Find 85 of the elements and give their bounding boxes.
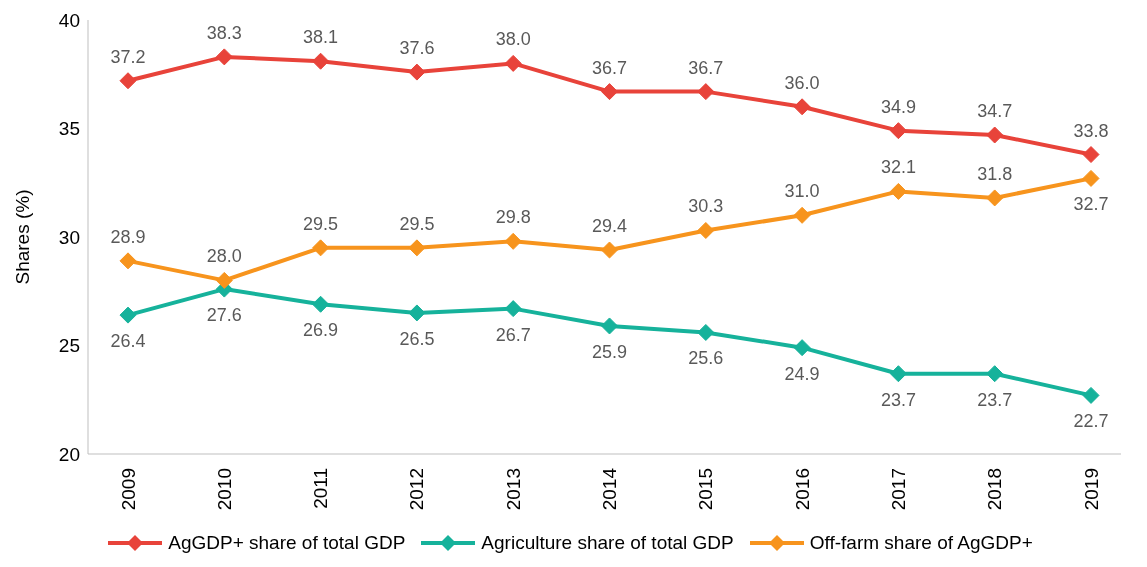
y-tick-label: 25	[58, 335, 80, 357]
point	[601, 317, 618, 335]
data-label: 28.9	[110, 226, 146, 247]
legend-label: Off-farm share of AgGDP+	[809, 532, 1033, 554]
point	[119, 72, 137, 90]
data-label: 26.9	[303, 320, 339, 341]
y-tick-label: 30	[58, 226, 80, 248]
data-label: 32.1	[880, 157, 916, 178]
point	[986, 126, 1004, 144]
point	[119, 252, 137, 270]
data-label: 28.0	[206, 246, 242, 267]
y-tick-label: 40	[58, 9, 80, 31]
data-label: 34.7	[977, 101, 1013, 122]
x-tick-label: 2015	[695, 468, 717, 511]
point	[1082, 146, 1100, 164]
point	[312, 295, 330, 313]
data-label: 36.0	[784, 72, 820, 93]
point	[697, 323, 715, 341]
point	[601, 83, 618, 101]
data-label: 38.0	[495, 29, 531, 50]
x-tick-label: 2017	[887, 468, 909, 511]
x-tick-label: 2010	[213, 468, 235, 511]
x-tick-label: 2016	[791, 468, 813, 511]
data-label: 37.6	[399, 38, 435, 59]
data-label: 25.9	[591, 341, 628, 362]
point	[697, 83, 715, 101]
y-axis-title: Shares (%)	[11, 189, 33, 285]
data-label: 34.9	[880, 96, 916, 117]
y-tick-label: 35	[58, 118, 80, 140]
point	[889, 182, 907, 200]
point	[408, 304, 426, 322]
x-tick-label: 2011	[310, 468, 332, 509]
point	[215, 271, 233, 289]
data-label: 30.3	[688, 196, 724, 217]
x-tick-label: 2009	[117, 468, 139, 511]
data-label: 38.1	[303, 27, 339, 48]
point	[504, 54, 522, 72]
data-label: 29.5	[399, 213, 435, 234]
point	[312, 239, 330, 257]
point	[312, 52, 330, 70]
point	[986, 189, 1004, 207]
point	[408, 239, 426, 257]
point	[1082, 386, 1100, 404]
point	[504, 300, 522, 318]
data-label: 38.3	[206, 22, 242, 43]
x-tick-label: 2019	[1080, 468, 1102, 511]
data-label: 29.4	[591, 216, 628, 237]
point	[408, 63, 426, 81]
data-label: 36.7	[591, 57, 628, 78]
point	[793, 98, 811, 116]
x-tick-label: 2013	[502, 468, 524, 511]
data-label: 25.6	[688, 348, 724, 369]
point	[504, 232, 522, 250]
point	[215, 48, 233, 66]
data-label: 31.8	[977, 163, 1013, 184]
data-label: 33.8	[1073, 120, 1109, 141]
x-tick-label: 2012	[406, 468, 428, 511]
data-label: 26.5	[399, 328, 435, 349]
point	[889, 365, 907, 383]
data-label: 29.5	[303, 213, 339, 234]
point	[986, 365, 1004, 383]
data-label: 23.7	[880, 389, 916, 410]
point	[601, 241, 618, 259]
data-label: 31.0	[784, 181, 820, 202]
data-label: 26.7	[495, 324, 531, 345]
data-label: 24.9	[784, 363, 820, 384]
legend-label: Agriculture share of total GDP	[481, 532, 734, 554]
y-tick-label: 20	[58, 443, 80, 465]
data-label: 26.4	[110, 331, 146, 352]
data-label: 29.8	[495, 207, 531, 228]
data-label: 27.6	[206, 305, 242, 326]
data-label: 37.2	[110, 46, 146, 67]
point	[1082, 169, 1100, 187]
point	[889, 122, 907, 140]
point	[793, 206, 811, 224]
point	[119, 306, 137, 324]
data-label: 36.7	[688, 57, 724, 78]
point	[793, 339, 811, 357]
data-label: 22.7	[1073, 411, 1109, 432]
legend-label: AgGDP+ share of total GDP	[168, 532, 406, 554]
data-label: 23.7	[977, 389, 1013, 410]
x-tick-label: 2018	[984, 468, 1006, 511]
x-tick-label: 2014	[599, 467, 620, 511]
data-label: 32.7	[1073, 194, 1109, 215]
point	[697, 221, 715, 239]
